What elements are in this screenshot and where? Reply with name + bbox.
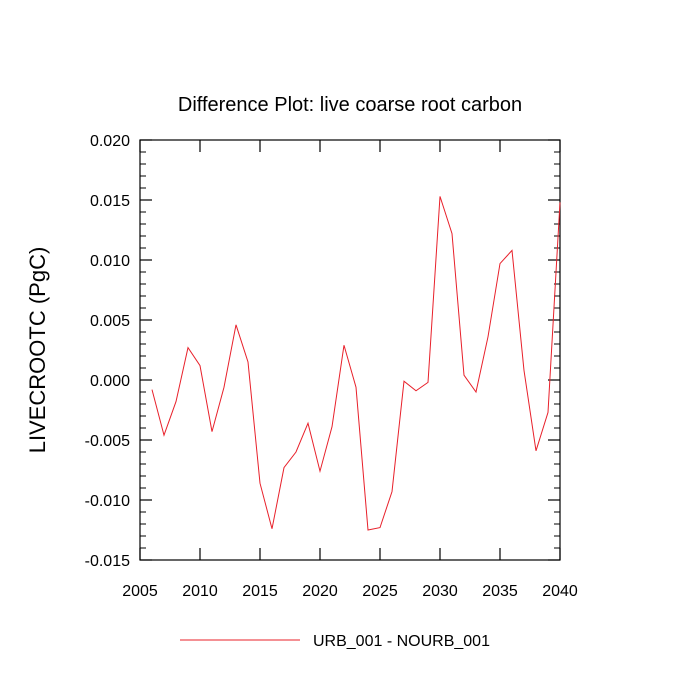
chart-title: Difference Plot: live coarse root carbon — [178, 94, 522, 116]
y-axis-label: LIVECROOTC (PgC) — [25, 247, 50, 454]
x-tick-label: 2020 — [302, 583, 338, 600]
legend-label: URB_001 - NOURB_001 — [313, 633, 490, 650]
y-tick-label: 0.015 — [90, 193, 130, 210]
x-tick-label: 2015 — [242, 583, 278, 600]
series-line — [151, 196, 561, 531]
y-tick-label: 0.020 — [90, 133, 130, 150]
y-tick-label: 0.000 — [90, 373, 130, 390]
y-axis-label-group: LIVECROOTC (PgC) — [25, 247, 50, 454]
x-tick-label: 2005 — [122, 583, 158, 600]
y-tick-label: -0.005 — [85, 433, 130, 450]
x-tick-label: 2030 — [422, 583, 458, 600]
axis-tick-labels: 2005 2010 2015 2020 2025 2030 2035 2040 -0.015 -0… — [85, 133, 578, 600]
plot-area — [139, 139, 561, 561]
plot-border — [139, 139, 561, 561]
x-tick-label: 2040 — [542, 583, 578, 600]
x-tick-label: 2025 — [362, 583, 398, 600]
y-tick-label: 0.010 — [90, 253, 130, 270]
y-tick-label: 0.005 — [90, 313, 130, 330]
x-tick-label: 2035 — [482, 583, 518, 600]
y-tick-label: -0.015 — [85, 553, 130, 570]
legend: URB_001 - NOURB_001 — [180, 633, 490, 650]
data-series — [151, 196, 561, 531]
y-tick-label: -0.010 — [85, 493, 130, 510]
x-tick-label: 2010 — [182, 583, 218, 600]
axis-ticks — [139, 139, 561, 561]
